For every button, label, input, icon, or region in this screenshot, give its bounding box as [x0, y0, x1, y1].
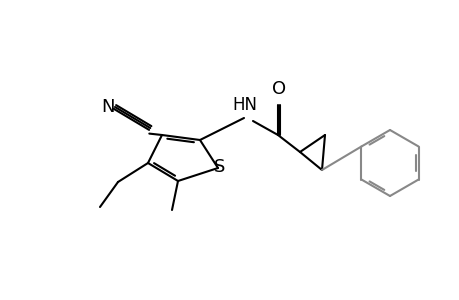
Text: O: O: [271, 80, 285, 98]
Text: HN: HN: [232, 96, 257, 114]
Text: S: S: [214, 158, 225, 176]
Text: N: N: [101, 98, 114, 116]
